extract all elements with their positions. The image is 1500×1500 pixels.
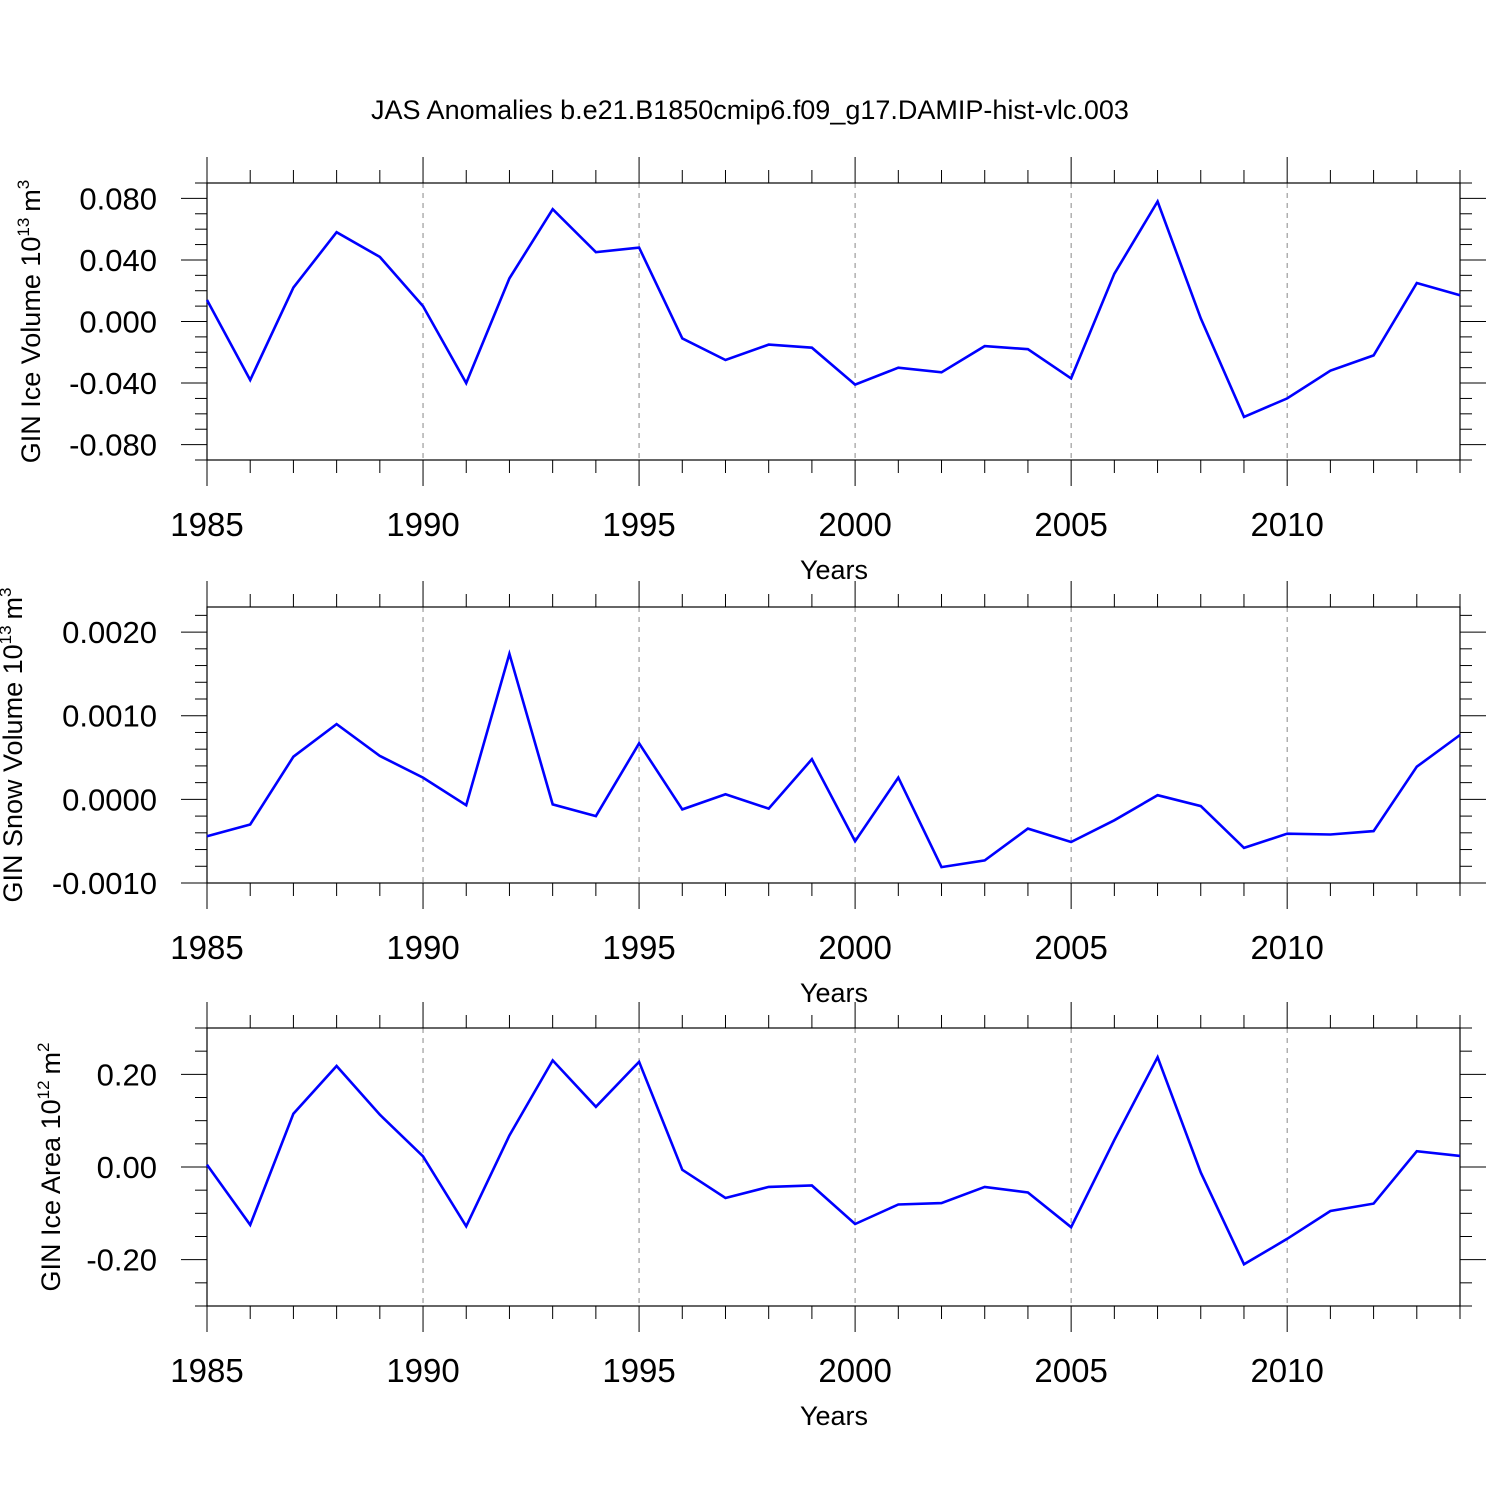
y-axis-label-unit: m bbox=[0, 597, 28, 620]
ice-area-panel: 1985 1990 1995 2000 2005 2010 -0.20 0.00 0.20 Yea… bbox=[34, 1002, 1486, 1431]
y-tick-label: 0.080 bbox=[79, 181, 157, 216]
y-axis-label: GIN Ice Volume 1013 m3 bbox=[14, 180, 46, 464]
ice-volume-panel: 1985 1990 1995 2000 2005 2010 -0.080 -0.040 0.00… bbox=[14, 157, 1486, 585]
y-tick-label: 0.0000 bbox=[62, 782, 157, 817]
chart-title: JAS Anomalies b.e21.B1850cmip6.f09_g17.D… bbox=[371, 95, 1129, 125]
y-axis-label-unit-exponent: 2 bbox=[34, 1043, 53, 1052]
y-tick-label: 0.0020 bbox=[62, 615, 157, 650]
y-tick-label: 0.000 bbox=[79, 305, 157, 340]
x-tick-label: 1995 bbox=[602, 1352, 675, 1389]
y-axis-label-text: GIN Snow Volume 10 bbox=[0, 644, 28, 902]
x-tick-label: 1990 bbox=[386, 929, 459, 966]
series-line bbox=[205, 1054, 1461, 1267]
plot-frame bbox=[206, 182, 1461, 461]
y-axis-label-exponent: 13 bbox=[0, 625, 15, 644]
y-axis-label: GIN Ice Area 1012 m2 bbox=[34, 1043, 66, 1292]
y-tick-label: -0.080 bbox=[69, 428, 157, 463]
y-axis-label-unit-exponent: 3 bbox=[0, 587, 15, 596]
x-tick-label: 2010 bbox=[1250, 506, 1323, 543]
x-tick-label: 2005 bbox=[1034, 506, 1107, 543]
y-axis-label-exponent: 12 bbox=[34, 1080, 53, 1099]
x-tick-label: 2010 bbox=[1250, 929, 1323, 966]
x-tick-label: 1990 bbox=[386, 1352, 459, 1389]
y-tick-label: 0.00 bbox=[97, 1150, 157, 1185]
x-tick-label: 1985 bbox=[170, 929, 243, 966]
y-axis-label-text: GIN Ice Volume 10 bbox=[16, 237, 46, 464]
y-tick-label: -0.20 bbox=[86, 1243, 157, 1278]
x-tick-label: 2000 bbox=[818, 1352, 891, 1389]
y-tick-label: 0.20 bbox=[97, 1057, 157, 1092]
y-tick-label: -0.0010 bbox=[52, 866, 157, 901]
x-tick-label: 1995 bbox=[602, 506, 675, 543]
snow-volume-panel: 1985 1990 1995 2000 2005 2010 -0.0010 0.0000 0.0… bbox=[0, 581, 1486, 1008]
x-axis-label: Years bbox=[800, 555, 868, 585]
y-axis-label-text: GIN Ice Area 10 bbox=[36, 1099, 66, 1291]
y-tick-label: 0.040 bbox=[79, 243, 157, 278]
y-axis-label-unit: m bbox=[16, 189, 46, 212]
y-tick-label: -0.040 bbox=[69, 366, 157, 401]
plot-frame bbox=[206, 606, 1461, 884]
x-axis-label: Years bbox=[800, 1401, 868, 1431]
y-axis-label-exponent: 13 bbox=[14, 218, 33, 237]
x-tick-label: 2005 bbox=[1034, 1352, 1107, 1389]
x-tick-label: 1985 bbox=[170, 1352, 243, 1389]
y-axis-label: GIN Snow Volume 1013 m3 bbox=[0, 587, 28, 902]
x-tick-label: 1995 bbox=[602, 929, 675, 966]
x-axis-label: Years bbox=[800, 978, 868, 1008]
y-axis-label-unit-exponent: 3 bbox=[14, 180, 33, 189]
x-tick-label: 1990 bbox=[386, 506, 459, 543]
y-axis-label-unit: m bbox=[36, 1052, 66, 1075]
series-line bbox=[206, 649, 1461, 869]
x-tick-label: 2005 bbox=[1034, 929, 1107, 966]
x-tick-label: 2000 bbox=[818, 929, 891, 966]
plot-frame bbox=[206, 1027, 1461, 1307]
y-tick-label: 0.0010 bbox=[62, 699, 157, 734]
x-tick-label: 1985 bbox=[170, 506, 243, 543]
x-tick-label: 2010 bbox=[1250, 1352, 1323, 1389]
series-line bbox=[205, 198, 1461, 419]
x-tick-label: 2000 bbox=[818, 506, 891, 543]
